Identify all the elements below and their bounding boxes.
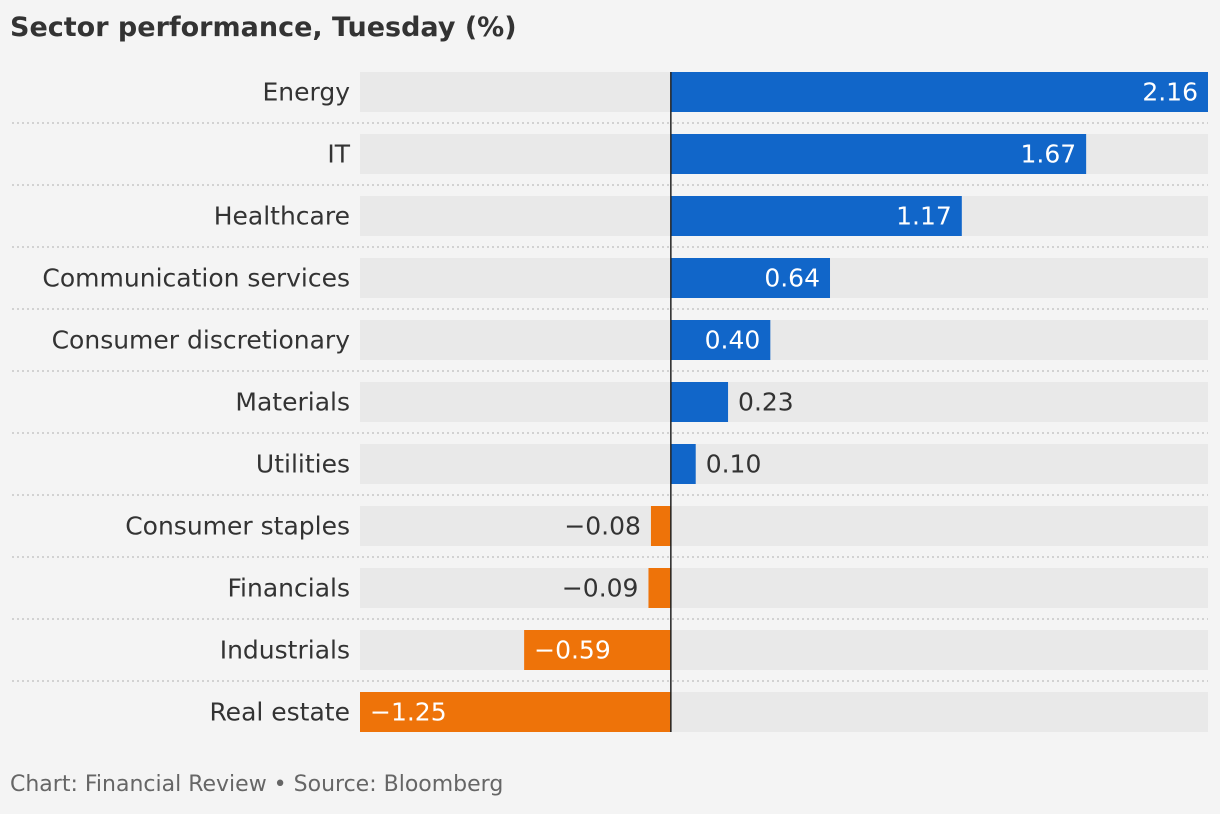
- bar: [648, 568, 671, 608]
- data-label: 2.16: [1142, 78, 1198, 107]
- bar-track: [360, 630, 1208, 670]
- bar: [670, 72, 1208, 112]
- category-label: Consumer discretionary: [52, 326, 351, 355]
- chart-title: Sector performance, Tuesday (%): [10, 12, 517, 43]
- data-label: 1.67: [1020, 140, 1076, 169]
- bar: [650, 506, 671, 546]
- data-label: 0.10: [706, 450, 762, 479]
- chart-source-footer: Chart: Financial Review • Source: Bloomb…: [10, 772, 504, 797]
- category-label: Materials: [235, 388, 350, 417]
- bar-track: [360, 444, 1208, 484]
- category-label: IT: [327, 140, 350, 169]
- bar-track: [360, 506, 1208, 546]
- bar-track: [360, 382, 1208, 422]
- category-label: Financials: [228, 574, 351, 603]
- bar: [670, 444, 696, 484]
- bar: [670, 196, 962, 236]
- data-label: −0.09: [562, 574, 639, 603]
- bar: [670, 382, 729, 422]
- data-label: −0.59: [534, 636, 611, 665]
- bar: [670, 320, 771, 360]
- bar: [360, 692, 671, 732]
- bar: [670, 258, 831, 298]
- category-label: Energy: [262, 78, 350, 107]
- data-label: 0.40: [705, 326, 761, 355]
- category-label: Industrials: [220, 636, 350, 665]
- bar: [524, 630, 671, 670]
- category-label: Healthcare: [214, 202, 350, 231]
- bar-track: [360, 320, 1208, 360]
- data-label: −0.08: [564, 512, 641, 541]
- category-label: Consumer staples: [125, 512, 350, 541]
- data-label: 0.64: [764, 264, 820, 293]
- data-label: 1.17: [896, 202, 952, 231]
- category-label: Real estate: [209, 698, 350, 727]
- bar: [670, 134, 1087, 174]
- bar-track: [360, 568, 1208, 608]
- data-label: 0.23: [738, 388, 794, 417]
- category-label: Utilities: [256, 450, 350, 479]
- data-label: −1.25: [370, 698, 447, 727]
- category-label: Communication services: [42, 264, 350, 293]
